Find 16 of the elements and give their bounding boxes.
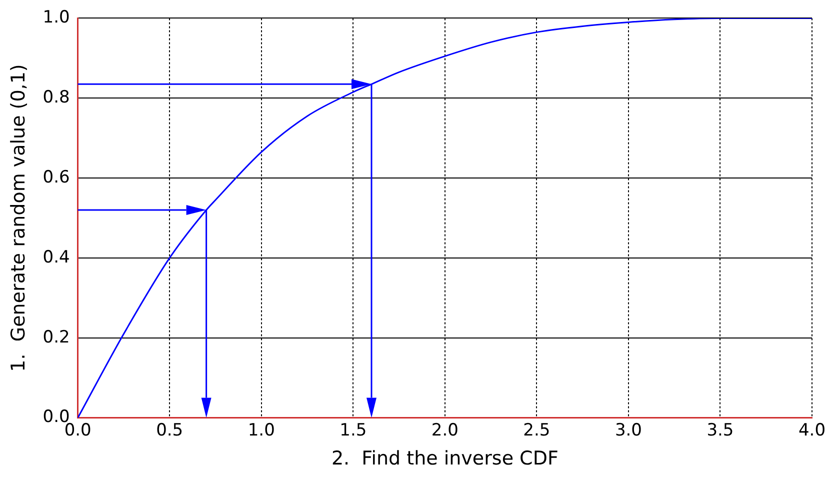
y-tick-label: 1.0 [42,8,70,28]
line-series [78,18,812,418]
x-tick-label: 1.0 [248,420,275,440]
y-tick-label: 0.4 [42,247,70,268]
y-tick-label: 0.6 [42,167,70,188]
x-tick-label: 3.5 [706,420,734,440]
x-axis-title: 2. Find the inverse CDF [331,448,558,470]
x-tick-label: 3.0 [614,420,642,440]
x-tick-label: 1.5 [340,420,367,440]
x-tick-label: 2.0 [431,420,458,440]
x-tick-label: 2.5 [523,420,550,440]
x-tick-label: 0.5 [156,420,184,440]
y-tick-label: 0.2 [42,327,70,348]
y-tick-label: 0.8 [42,88,70,108]
x-tick-label: 4.0 [798,420,826,440]
y-axis-title: 1. Generate random value (0,1) [7,64,30,372]
